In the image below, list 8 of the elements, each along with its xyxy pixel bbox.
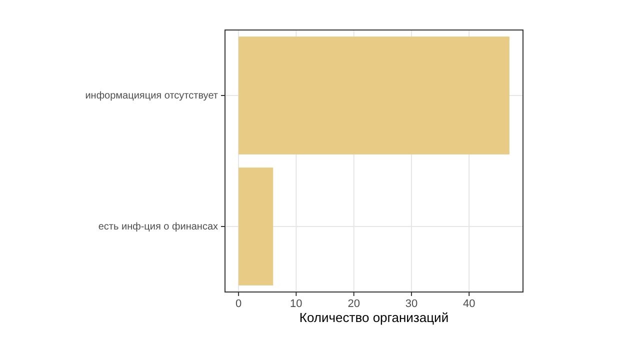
x-tick-label: 20 — [348, 298, 360, 310]
x-tick-label: 10 — [290, 298, 302, 310]
x-tick-label: 0 — [235, 298, 242, 310]
x-tick-label: 30 — [405, 298, 418, 310]
y-tick-label: информацияция отсутствует — [85, 90, 218, 102]
x-tick-label: 40 — [462, 298, 476, 310]
y-tick-label: есть инф-ция о финансах — [98, 222, 218, 233]
x-axis-title: Количество организаций — [299, 310, 449, 325]
